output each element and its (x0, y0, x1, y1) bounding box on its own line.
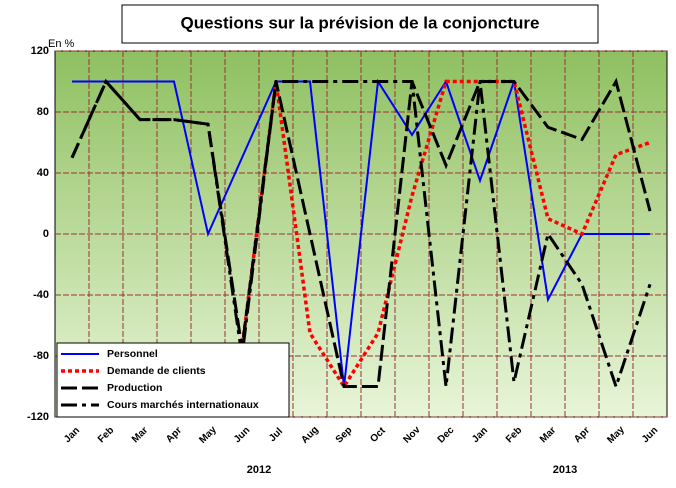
x-tick-label: Feb (504, 425, 524, 445)
x-tick-label: Dec (436, 424, 457, 445)
y-tick-label: 80 (37, 106, 49, 118)
x-tick-label: Jul (267, 426, 285, 444)
x-tick-label: Apr (572, 425, 592, 445)
x-tick-label: Jun (640, 425, 660, 445)
title-box (121, 4, 599, 44)
legend-label: Personnel (107, 348, 158, 360)
chart-title: Questions sur la prévision de la conjonc… (181, 13, 540, 32)
year-label: 2013 (553, 464, 577, 476)
x-tick-label: Apr (164, 425, 184, 445)
y-tick-label: 40 (37, 167, 49, 179)
x-tick-label: May (197, 424, 219, 446)
y-tick-label: -80 (33, 350, 49, 362)
x-tick-label: Jan (62, 425, 82, 445)
y-tick-label: 0 (43, 228, 49, 240)
x-tick-label: Mar (130, 425, 150, 445)
x-tick-label: Sep (334, 425, 355, 446)
x-tick-label: Oct (368, 425, 388, 445)
y-tick-label: -40 (33, 289, 49, 301)
x-tick-label: Aug (299, 424, 321, 446)
series-line (72, 78, 650, 387)
x-tick-label: May (605, 424, 627, 446)
x-tick-label: Feb (96, 425, 116, 445)
y-axis-label: En % (48, 38, 75, 50)
series-line (240, 79, 651, 390)
legend-label: Production (107, 382, 162, 394)
year-label: 2012 (247, 464, 271, 476)
x-tick-label: Jun (232, 425, 252, 445)
x-tick-label: Mar (538, 425, 558, 445)
legend-label: Cours marchés internationaux (107, 399, 259, 411)
y-tick-label: 120 (31, 45, 49, 57)
y-tick-label: -120 (27, 411, 49, 423)
x-tick-label: Jan (470, 425, 490, 445)
series-line (70, 78, 652, 392)
x-tick-label: Nov (402, 424, 423, 445)
legend-label: Demande de clients (107, 365, 206, 377)
